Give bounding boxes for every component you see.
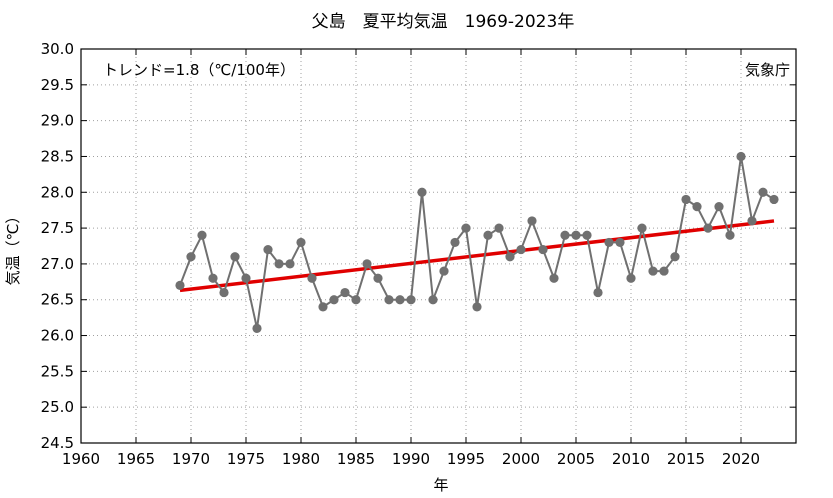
data-point bbox=[681, 194, 691, 205]
grid bbox=[81, 49, 796, 443]
y-tick-label: 28.5 bbox=[41, 147, 74, 165]
y-axis-ticks: 24.5 25.0 25.5 26.0 26.5 27.0 27.5 28.0 28.5 29.0… bbox=[41, 40, 796, 452]
data-point bbox=[186, 252, 196, 262]
data-point bbox=[538, 244, 548, 255]
data-point bbox=[296, 237, 306, 248]
data-point bbox=[714, 202, 724, 212]
y-tick-label: 24.5 bbox=[41, 434, 74, 452]
data-point bbox=[516, 244, 526, 255]
y-tick-label: 25.5 bbox=[41, 362, 74, 380]
data-point bbox=[175, 280, 185, 290]
data-point bbox=[736, 151, 746, 162]
data-point bbox=[417, 187, 427, 197]
y-tick-label: 30.0 bbox=[41, 40, 74, 58]
data-point bbox=[648, 266, 658, 276]
series-group bbox=[175, 151, 779, 333]
y-tick-label: 27.0 bbox=[41, 255, 74, 273]
data-point bbox=[604, 237, 614, 248]
data-point bbox=[439, 266, 449, 276]
data-point bbox=[208, 273, 218, 283]
x-tick-label: 1965 bbox=[117, 450, 155, 468]
y-tick-label: 26.5 bbox=[41, 291, 74, 309]
data-point bbox=[351, 295, 361, 305]
data-point bbox=[747, 216, 757, 226]
x-axis-ticks: 1960 1965 1970 1975 1980 1985 1990 1995 2000 2005… bbox=[62, 49, 760, 468]
source-label: 気象庁 bbox=[745, 61, 790, 79]
data-point bbox=[318, 302, 328, 312]
y-tick-label: 29.5 bbox=[41, 76, 74, 94]
x-tick-label: 1985 bbox=[337, 450, 375, 468]
plot-frame bbox=[80, 48, 797, 444]
data-point bbox=[307, 273, 317, 283]
x-tick-label: 1975 bbox=[227, 450, 265, 468]
data-point bbox=[450, 237, 460, 248]
data-point bbox=[769, 194, 779, 205]
y-tick-label: 25.0 bbox=[41, 398, 74, 416]
data-point bbox=[626, 273, 636, 283]
x-tick-label: 1995 bbox=[447, 450, 485, 468]
data-point bbox=[340, 287, 350, 298]
data-point bbox=[703, 223, 713, 233]
data-point bbox=[384, 295, 394, 305]
data-point bbox=[582, 230, 592, 240]
data-point bbox=[263, 244, 273, 255]
x-tick-label: 1990 bbox=[392, 450, 430, 468]
data-point bbox=[593, 287, 603, 298]
y-tick-label: 29.0 bbox=[41, 112, 74, 130]
data-point bbox=[329, 295, 339, 305]
y-tick-label: 27.5 bbox=[41, 219, 74, 237]
y-tick-label: 28.0 bbox=[41, 183, 74, 201]
data-point bbox=[494, 223, 504, 233]
data-point bbox=[758, 187, 768, 197]
data-point bbox=[527, 216, 537, 226]
x-tick-label: 2000 bbox=[502, 450, 540, 468]
data-point bbox=[395, 295, 405, 305]
chart-title: 父島 夏平均気温 1969-2023年 bbox=[312, 12, 575, 32]
data-point bbox=[362, 259, 372, 269]
x-tick-label: 2005 bbox=[557, 450, 595, 468]
data-point bbox=[725, 230, 735, 240]
data-point bbox=[637, 223, 647, 233]
data-point bbox=[483, 230, 493, 240]
data-point bbox=[428, 295, 438, 305]
trend-line-group bbox=[179, 219, 775, 293]
data-point bbox=[615, 237, 625, 248]
x-tick-label: 1970 bbox=[172, 450, 210, 468]
data-point bbox=[472, 302, 482, 312]
data-point bbox=[274, 259, 284, 269]
data-point bbox=[219, 287, 229, 298]
data-point bbox=[670, 252, 680, 262]
x-axis-label: 年 bbox=[433, 476, 448, 494]
data-point bbox=[692, 202, 702, 212]
x-tick-label: 2010 bbox=[612, 450, 650, 468]
x-tick-label: 1960 bbox=[62, 450, 100, 468]
data-point bbox=[659, 266, 669, 276]
data-point bbox=[197, 230, 207, 240]
x-tick-label: 2015 bbox=[667, 450, 705, 468]
data-point bbox=[505, 252, 515, 262]
data-point bbox=[406, 295, 416, 305]
y-tick-label: 26.0 bbox=[41, 327, 74, 345]
data-point bbox=[571, 230, 581, 240]
data-point bbox=[285, 259, 295, 269]
trend-label: トレンド=1.8（℃/100年） bbox=[103, 61, 295, 79]
data-point bbox=[560, 230, 570, 240]
data-point bbox=[241, 273, 251, 283]
data-point bbox=[549, 273, 559, 283]
data-point bbox=[252, 323, 262, 333]
y-axis-label: 気温（℃） bbox=[4, 209, 22, 286]
data-point bbox=[373, 273, 383, 283]
x-tick-label: 1980 bbox=[282, 450, 320, 468]
data-point bbox=[461, 223, 471, 233]
trend-line bbox=[179, 219, 775, 293]
data-point bbox=[230, 252, 240, 262]
x-tick-label: 2020 bbox=[722, 450, 760, 468]
